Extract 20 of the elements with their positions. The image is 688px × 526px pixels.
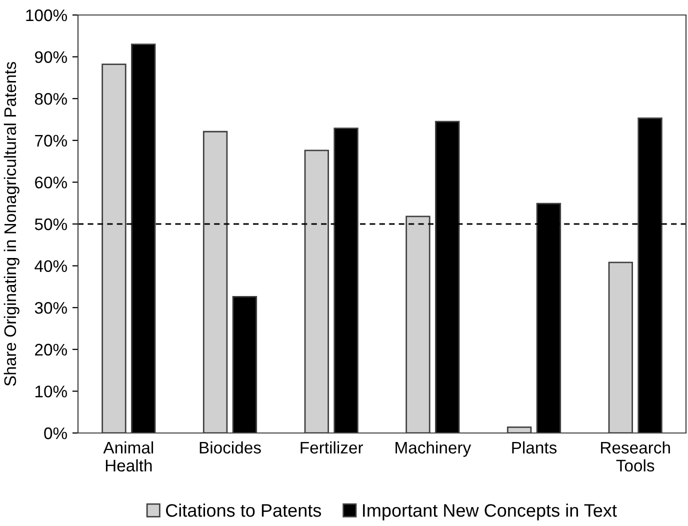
y-tick-label: 100% bbox=[26, 9, 67, 22]
y-tick-label: 70% bbox=[35, 134, 67, 147]
y-axis-title: Share Originating in Nonagricultural Patents bbox=[4, 62, 20, 386]
x-tick-label: Machinery bbox=[396, 441, 472, 457]
y-tick-label: 0% bbox=[44, 427, 67, 440]
x-tick-label: Research Tools bbox=[601, 441, 670, 472]
x-tick-label: Biocides bbox=[200, 441, 261, 454]
y-tick-label: 60% bbox=[35, 176, 67, 188]
legend-label: Important New Concepts in Text bbox=[363, 504, 617, 520]
y-tick-label: 30% bbox=[34, 302, 67, 314]
y-tick-label: 10% bbox=[35, 386, 67, 398]
y-tick-label: 50% bbox=[34, 218, 67, 230]
x-tick-label: Animal Health bbox=[103, 441, 154, 472]
y-tick-label: 90% bbox=[35, 51, 67, 64]
y-tick-label: 80% bbox=[34, 93, 67, 105]
y-tick-label: 20% bbox=[35, 344, 67, 356]
x-tick-label: Plants bbox=[512, 441, 557, 454]
x-tick-label: Fertilizer bbox=[300, 441, 364, 454]
y-tick-label: 40% bbox=[34, 260, 67, 272]
legend-label: Citations to Patents bbox=[166, 504, 322, 517]
